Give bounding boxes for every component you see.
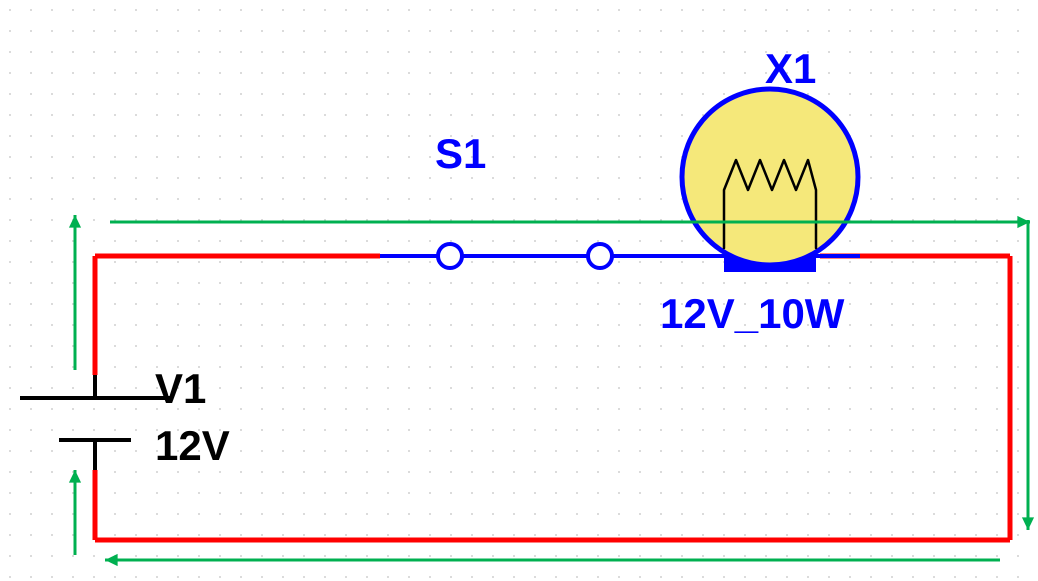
circuit-diagram xyxy=(0,0,1038,581)
source-name-label: V1 xyxy=(155,365,206,413)
source-value-label: 12V xyxy=(155,422,230,470)
lamp-name-label: X1 xyxy=(765,45,816,93)
switch-name-label: S1 xyxy=(435,130,486,178)
lamp-value-label: 12V_10W xyxy=(660,290,844,338)
